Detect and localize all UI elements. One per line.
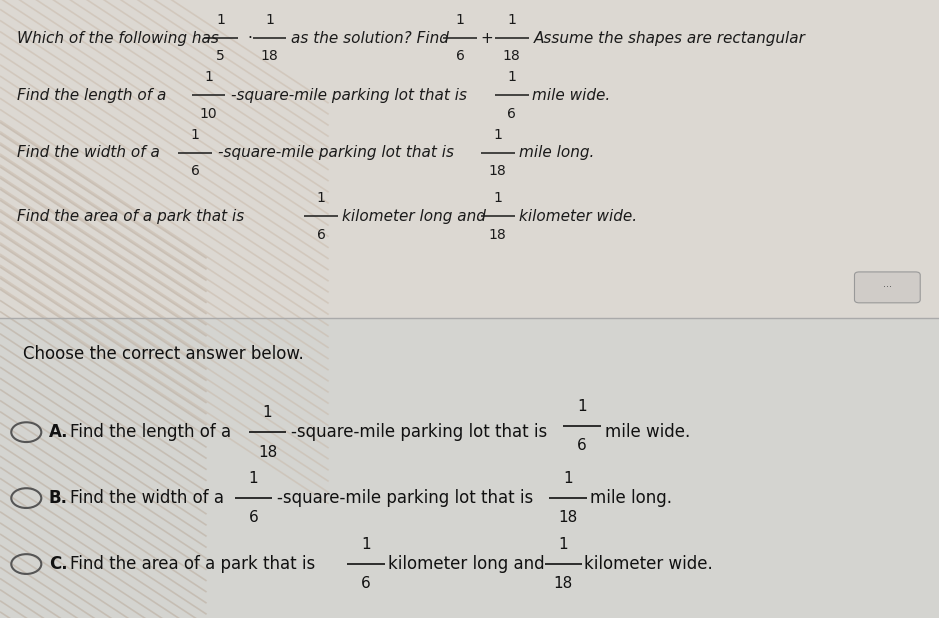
- Text: 6: 6: [249, 510, 258, 525]
- Text: 1: 1: [563, 471, 573, 486]
- Text: mile wide.: mile wide.: [532, 88, 610, 103]
- Text: 1: 1: [263, 405, 272, 420]
- Text: 6: 6: [455, 49, 465, 63]
- Text: C.: C.: [49, 555, 68, 573]
- Text: Find the length of a: Find the length of a: [70, 423, 232, 441]
- FancyBboxPatch shape: [0, 0, 939, 318]
- Text: Find the width of a: Find the width of a: [17, 145, 160, 160]
- Text: as the solution? Find: as the solution? Find: [291, 31, 449, 46]
- Text: 1: 1: [265, 13, 274, 27]
- Text: Assume the shapes are rectangular: Assume the shapes are rectangular: [533, 31, 806, 46]
- FancyBboxPatch shape: [0, 318, 939, 618]
- Text: +: +: [481, 31, 494, 46]
- Text: 6: 6: [191, 164, 200, 178]
- Text: mile wide.: mile wide.: [605, 423, 690, 441]
- Text: ·: ·: [247, 31, 252, 46]
- Text: Find the width of a: Find the width of a: [70, 489, 224, 507]
- Text: 1: 1: [455, 13, 465, 27]
- Text: 18: 18: [261, 49, 278, 63]
- Text: Choose the correct answer below.: Choose the correct answer below.: [23, 345, 304, 363]
- Text: 1: 1: [249, 471, 258, 486]
- Text: 6: 6: [577, 438, 587, 454]
- Text: 10: 10: [200, 107, 217, 121]
- FancyBboxPatch shape: [854, 272, 920, 303]
- Text: -square-mile parking lot that is: -square-mile parking lot that is: [291, 423, 547, 441]
- Text: 1: 1: [559, 536, 568, 552]
- Text: 1: 1: [204, 70, 213, 85]
- Text: 1: 1: [216, 13, 225, 27]
- Text: Which of the following has: Which of the following has: [17, 31, 219, 46]
- Text: -square-mile parking lot that is: -square-mile parking lot that is: [231, 88, 467, 103]
- Text: mile long.: mile long.: [590, 489, 671, 507]
- Text: kilometer wide.: kilometer wide.: [519, 209, 638, 224]
- Text: A.: A.: [49, 423, 69, 441]
- Text: B.: B.: [49, 489, 68, 507]
- Text: -square-mile parking lot that is: -square-mile parking lot that is: [277, 489, 533, 507]
- Text: mile long.: mile long.: [519, 145, 594, 160]
- Text: 6: 6: [316, 227, 326, 242]
- Text: 5: 5: [216, 49, 225, 63]
- Text: 1: 1: [362, 536, 371, 552]
- Text: 1: 1: [191, 128, 200, 142]
- Text: 18: 18: [489, 227, 506, 242]
- Text: 18: 18: [258, 444, 277, 460]
- Text: 6: 6: [507, 107, 516, 121]
- Text: 18: 18: [489, 164, 506, 178]
- Text: 18: 18: [559, 510, 577, 525]
- Text: 18: 18: [503, 49, 520, 63]
- Text: kilometer long and: kilometer long and: [342, 209, 485, 224]
- Text: Find the area of a park that is: Find the area of a park that is: [70, 555, 316, 573]
- Text: 6: 6: [362, 577, 371, 591]
- Text: kilometer wide.: kilometer wide.: [584, 555, 713, 573]
- Text: Find the length of a: Find the length of a: [17, 88, 166, 103]
- Text: kilometer long and: kilometer long and: [388, 555, 545, 573]
- Text: 1: 1: [507, 70, 516, 85]
- Text: ···: ···: [883, 282, 892, 292]
- Text: Find the area of a park that is: Find the area of a park that is: [17, 209, 244, 224]
- Text: -square-mile parking lot that is: -square-mile parking lot that is: [218, 145, 454, 160]
- Text: 1: 1: [316, 192, 326, 205]
- Text: 18: 18: [554, 577, 573, 591]
- Text: 1: 1: [577, 399, 587, 413]
- Text: 1: 1: [493, 192, 502, 205]
- Text: 1: 1: [493, 128, 502, 142]
- Text: 1: 1: [507, 13, 516, 27]
